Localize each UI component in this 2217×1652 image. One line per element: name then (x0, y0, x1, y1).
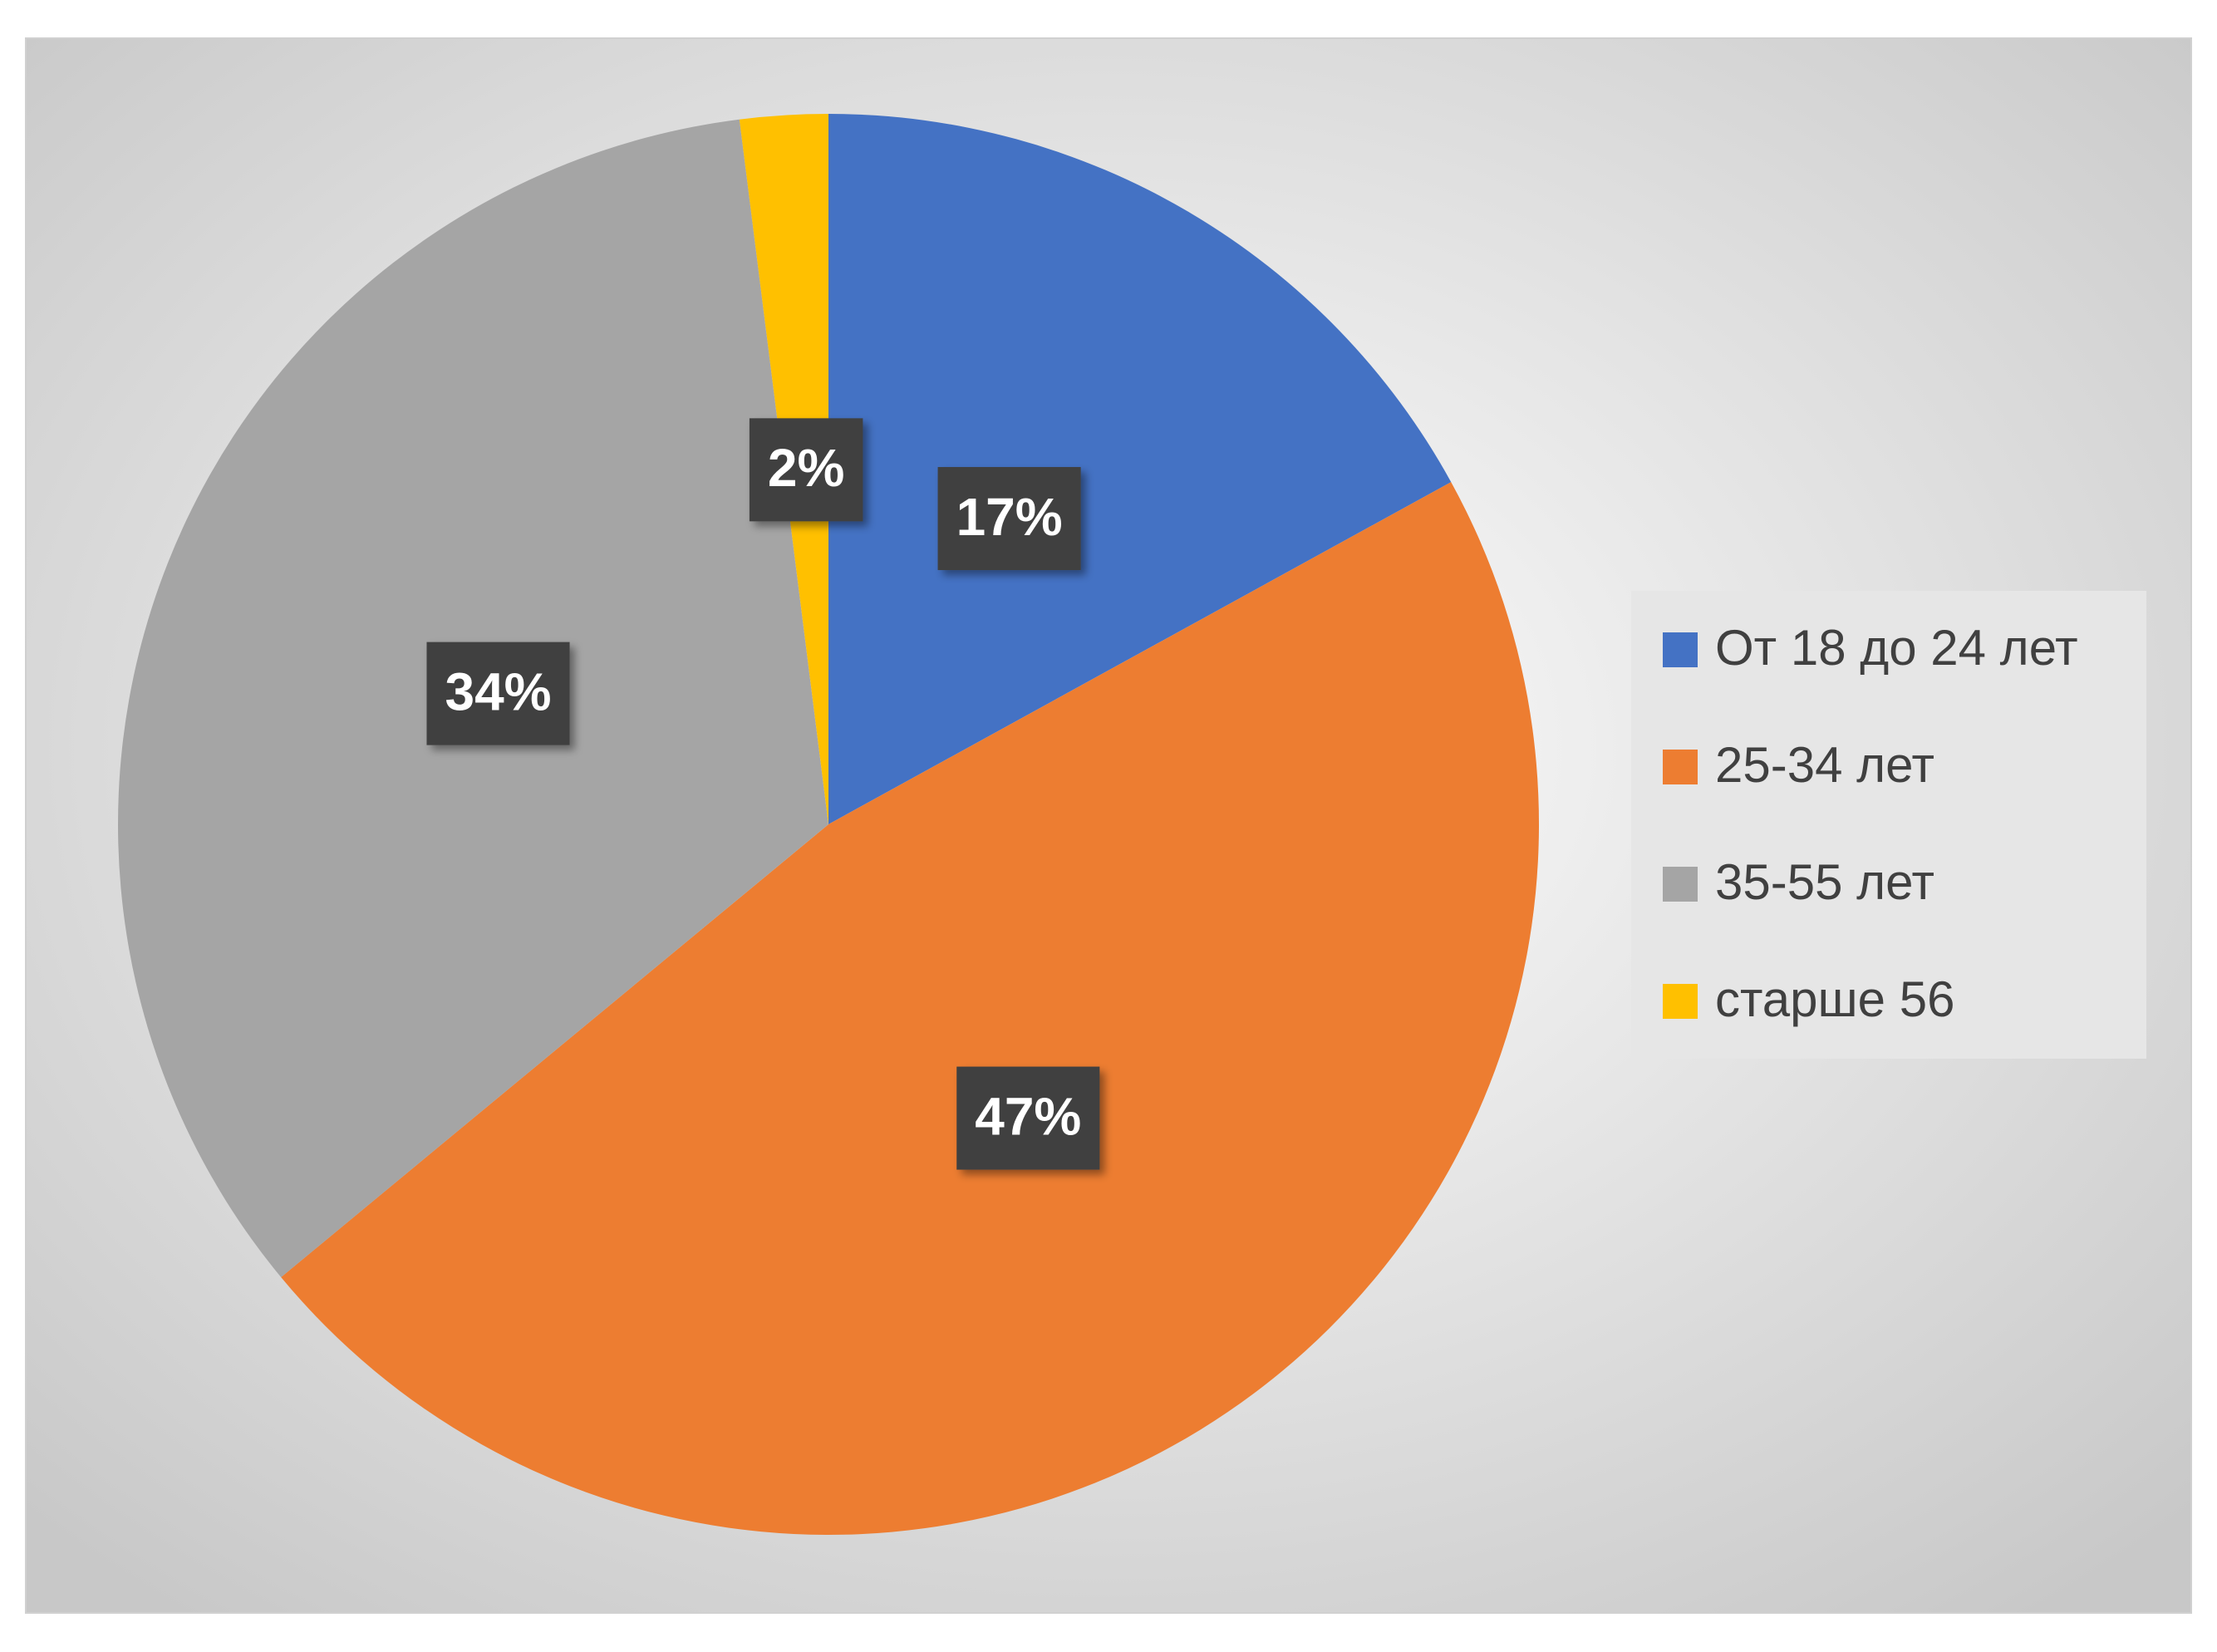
data-label-text: 17% (956, 487, 1063, 547)
data-label-text: 2% (768, 438, 845, 498)
data-label: 17% (937, 467, 1081, 571)
data-label-text: 47% (975, 1086, 1081, 1146)
legend-swatch (1663, 984, 1698, 1019)
pie (118, 114, 1540, 1536)
data-label: 47% (956, 1066, 1100, 1170)
data-labels: 17% 47% 34% 2% (426, 418, 1100, 1170)
legend-label: 25-34 лет (1715, 737, 1934, 793)
data-label-box (956, 1066, 1100, 1170)
pie-slice (281, 482, 1540, 1536)
data-label-text: 34% (445, 662, 551, 722)
legend-swatch (1663, 632, 1698, 667)
legend-label: 35-55 лет (1715, 854, 1934, 910)
legend-swatch (1663, 750, 1698, 784)
data-label: 2% (749, 418, 863, 522)
legend-swatch (1663, 867, 1698, 902)
data-label: 34% (426, 642, 570, 745)
legend-label: старше 56 (1715, 971, 1954, 1027)
legend-box (1631, 591, 2146, 1059)
legend-label: От 18 до 24 лет (1715, 620, 2078, 676)
data-label-box (749, 418, 863, 522)
pie-slice (828, 114, 1452, 824)
data-label-box (426, 642, 570, 745)
legend: От 18 до 24 лет 25-34 лет 35-55 лет старше … (1663, 620, 2078, 1027)
data-label-box (937, 467, 1081, 571)
